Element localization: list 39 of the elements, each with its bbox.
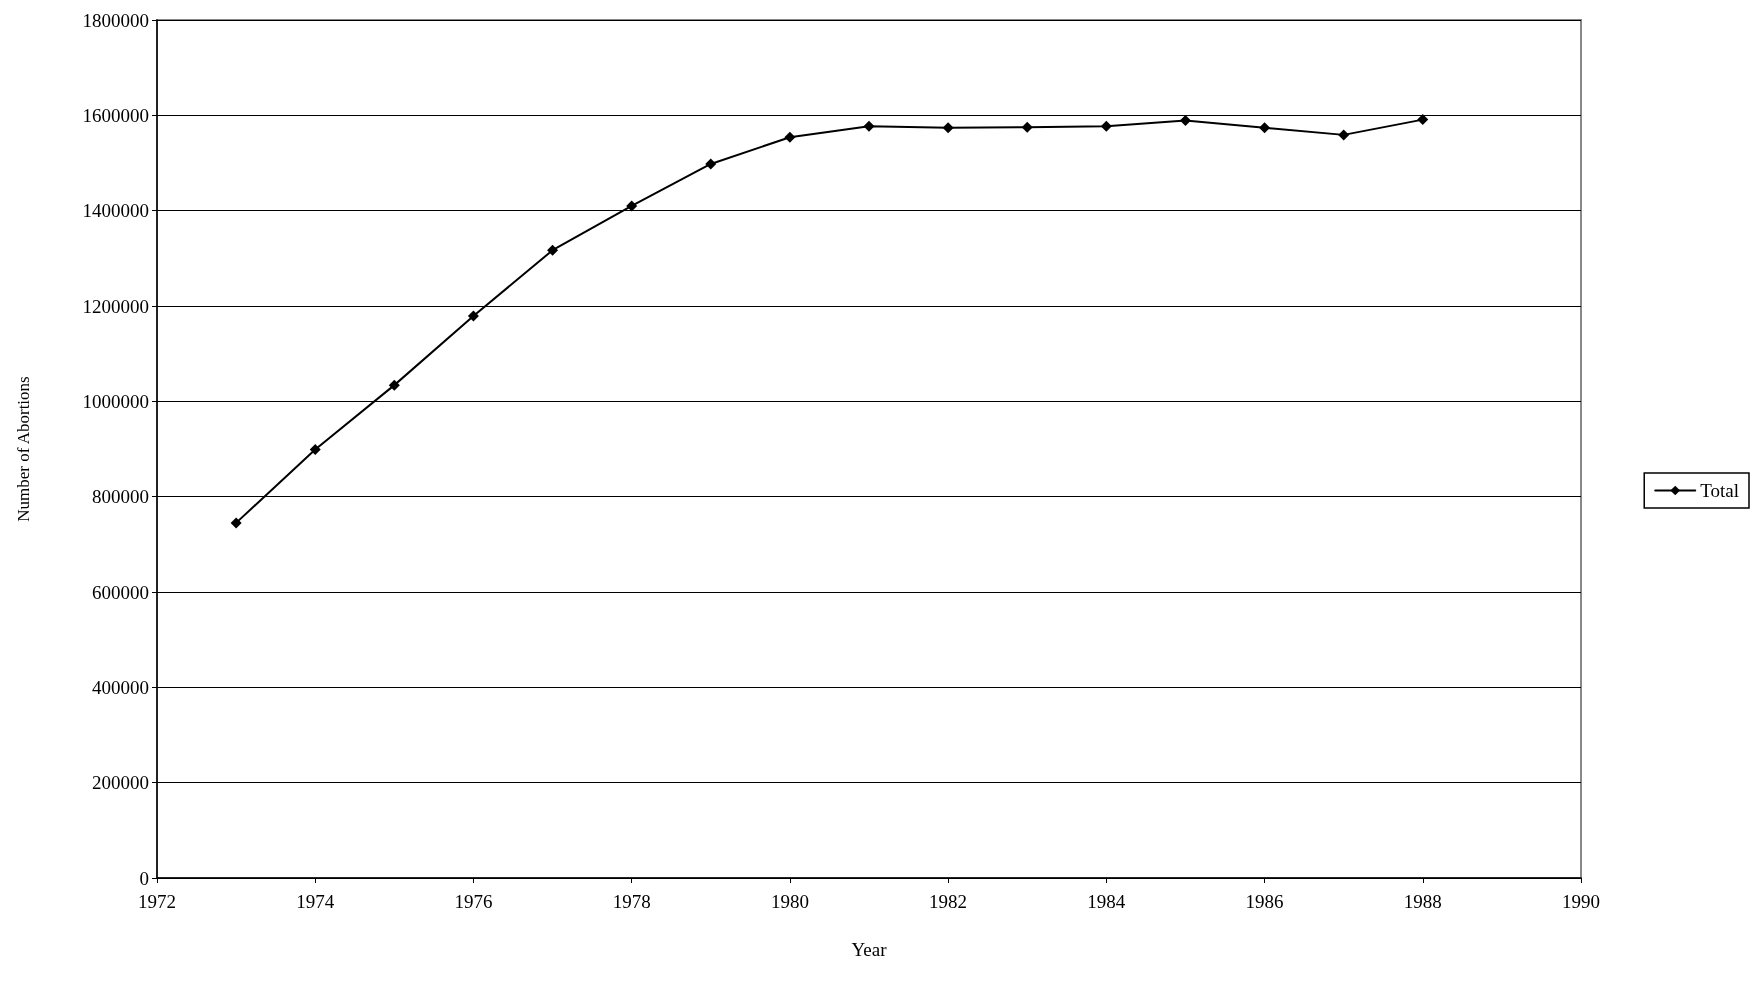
point <box>547 244 559 256</box>
point <box>1338 129 1350 141</box>
y-axis-title: Number of Abortions <box>14 376 33 522</box>
x-tick-label: 1978 <box>612 891 651 912</box>
point <box>942 122 954 134</box>
x-tick-label: 1986 <box>1245 891 1284 912</box>
y-tick-label: 1800000 <box>82 9 149 31</box>
point <box>1100 120 1112 132</box>
point <box>230 517 242 529</box>
point <box>309 443 321 455</box>
point <box>1021 121 1033 133</box>
point <box>705 158 717 170</box>
point <box>626 200 638 212</box>
y-tick-label: 600000 <box>92 581 149 603</box>
y-tick-label: 0 <box>139 867 149 889</box>
x-tick-label: 1990 <box>1562 891 1600 912</box>
x-tick-label: 1972 <box>138 891 176 912</box>
point <box>1179 115 1191 127</box>
y-tick-label: 1200000 <box>82 295 149 317</box>
x-tick-label: 1976 <box>454 891 493 912</box>
y-tick-label: 1600000 <box>82 104 149 126</box>
y-tick-label: 1000000 <box>82 390 149 412</box>
point <box>1417 114 1429 126</box>
y-tick-label: 1400000 <box>82 200 149 222</box>
x-tick-label: 1980 <box>770 891 809 912</box>
x-tick-label: 1988 <box>1403 891 1442 912</box>
x-axis-title: Year <box>851 939 888 960</box>
point <box>388 379 400 391</box>
y-tick-label: 200000 <box>92 772 149 794</box>
point <box>1259 122 1271 134</box>
x-tick-label: 1982 <box>929 891 968 912</box>
y-tick-label: 800000 <box>92 486 149 508</box>
point <box>784 131 796 143</box>
x-tick-label: 1984 <box>1087 891 1126 912</box>
point <box>467 310 479 322</box>
y-tick-label: 400000 <box>92 676 149 698</box>
x-tick-label: 1974 <box>296 891 335 912</box>
point <box>863 120 875 132</box>
legend-label: Total <box>1700 480 1740 501</box>
